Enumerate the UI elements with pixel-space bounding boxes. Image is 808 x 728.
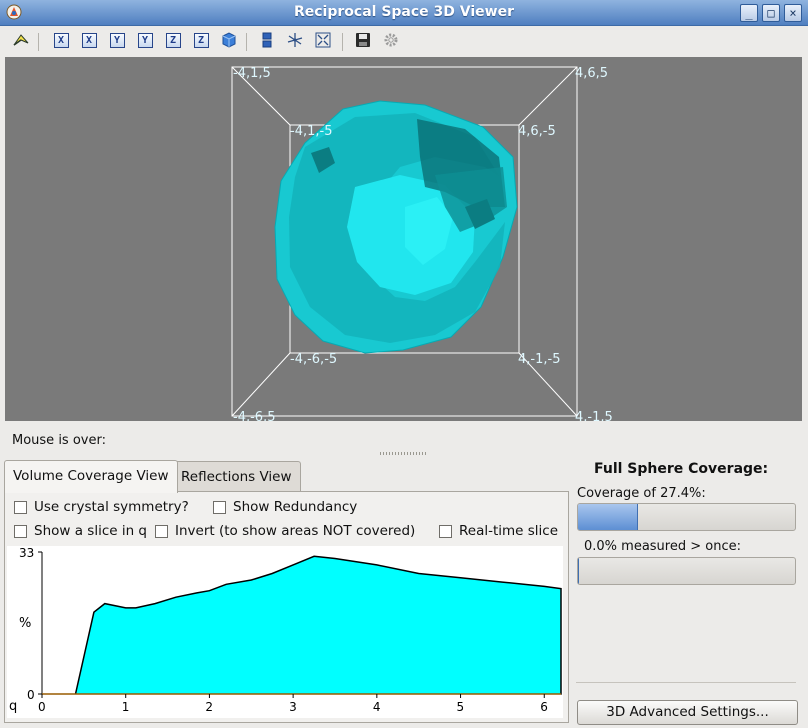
full-sphere-coverage-title: Full Sphere Coverage: bbox=[594, 461, 769, 477]
toolbar-separator bbox=[38, 33, 39, 51]
view-along-y-label: Y bbox=[109, 32, 125, 48]
zoom-fit-icon[interactable] bbox=[314, 31, 332, 49]
checkbox-box[interactable] bbox=[213, 500, 226, 514]
view-along-neg-x-icon[interactable]: X bbox=[80, 31, 98, 49]
show-redundancy-label: Show Redundancy bbox=[233, 499, 358, 515]
tab-reflections[interactable]: Reflections View bbox=[172, 461, 301, 492]
checkbox-box[interactable] bbox=[14, 524, 27, 538]
redundancy-progress-bar bbox=[577, 557, 796, 585]
coverage-volume bbox=[274, 100, 518, 354]
maximize-button[interactable]: □ bbox=[762, 4, 780, 22]
coverage-label: Coverage of 27.4%: bbox=[577, 486, 706, 501]
corner-label-back-top-left: -4,1,5 bbox=[233, 66, 271, 81]
redundancy-label: 0.0% measured > once: bbox=[584, 539, 741, 554]
x-tick-label: 2 bbox=[205, 700, 213, 714]
x-tick-label: 5 bbox=[457, 700, 465, 714]
redundancy-progress-fill bbox=[578, 558, 579, 584]
view-along-neg-z-label: Z bbox=[193, 32, 209, 48]
volume-coverage-panel: Use crystal symmetry? Show Redundancy Sh… bbox=[4, 491, 569, 723]
box-edge bbox=[231, 66, 291, 126]
checkbox-box[interactable] bbox=[155, 524, 168, 538]
star-axes-icon[interactable] bbox=[286, 31, 304, 49]
close-button[interactable]: × bbox=[784, 4, 802, 22]
view-along-neg-x-label: X bbox=[81, 32, 97, 48]
minimize-button[interactable]: _ bbox=[740, 4, 758, 22]
view-along-x-icon[interactable]: X bbox=[52, 31, 70, 49]
box-edge bbox=[518, 66, 578, 126]
coverage-progress-fill bbox=[578, 504, 639, 530]
toolbar-separator bbox=[246, 33, 247, 51]
show-slice-label: Show a slice in q bbox=[34, 523, 148, 539]
invert-checkbox[interactable]: Invert (to show areas NOT covered) bbox=[155, 523, 415, 539]
cube-icon[interactable] bbox=[220, 31, 238, 49]
advanced-settings-button[interactable]: 3D Advanced Settings... bbox=[577, 700, 798, 725]
x-axis-label: q bbox=[9, 699, 17, 714]
x-tick-label: 4 bbox=[373, 700, 381, 714]
view-along-z-icon[interactable]: Z bbox=[164, 31, 182, 49]
show-redundancy-checkbox[interactable]: Show Redundancy bbox=[213, 499, 357, 515]
checkbox-box[interactable] bbox=[14, 500, 27, 514]
y-axis-label: % bbox=[19, 616, 31, 631]
use-crystal-symmetry-label: Use crystal symmetry? bbox=[34, 499, 189, 515]
app-icon bbox=[6, 4, 22, 20]
window-title: Reciprocal Space 3D Viewer bbox=[293, 4, 514, 20]
view-along-z-label: Z bbox=[165, 32, 181, 48]
corner-label-front-top-left: -4,1,-5 bbox=[290, 124, 332, 139]
corner-label-front-top-right: 4,6,-5 bbox=[518, 124, 556, 139]
select-arrow-icon[interactable] bbox=[12, 31, 30, 49]
mouse-over-status: Mouse is over: bbox=[12, 433, 106, 448]
box-edge bbox=[518, 352, 578, 417]
view-along-neg-y-icon[interactable]: Y bbox=[136, 31, 154, 49]
toolbar: X X Y Y Z Z bbox=[0, 27, 808, 55]
view-along-y-icon[interactable]: Y bbox=[108, 31, 126, 49]
checkbox-box[interactable] bbox=[439, 524, 452, 538]
coverage-area bbox=[42, 555, 562, 695]
splitter-handle[interactable] bbox=[380, 452, 428, 455]
title-bar: Reciprocal Space 3D Viewer _ □ × bbox=[0, 0, 808, 26]
invert-label: Invert (to show areas NOT covered) bbox=[175, 523, 416, 539]
use-crystal-symmetry-checkbox[interactable]: Use crystal symmetry? bbox=[14, 499, 189, 515]
view-along-neg-y-label: Y bbox=[137, 32, 153, 48]
stack-icon[interactable] bbox=[258, 31, 276, 49]
back-box-frame bbox=[231, 66, 578, 417]
corner-label-back-bottom-left: -4,-6,5 bbox=[233, 410, 275, 421]
y-tick-label: 33 bbox=[19, 546, 34, 560]
realtime-slice-label: Real-time slice bbox=[459, 523, 559, 539]
view-along-neg-z-icon[interactable]: Z bbox=[192, 31, 210, 49]
x-tick-label: 3 bbox=[289, 700, 297, 714]
save-icon[interactable] bbox=[354, 31, 372, 49]
x-tick-label: 1 bbox=[122, 700, 130, 714]
corner-label-front-bottom-right: 4,-1,-5 bbox=[518, 352, 560, 367]
corner-label-front-bottom-left: -4,-6,-5 bbox=[290, 352, 337, 367]
view-along-x-label: X bbox=[53, 32, 69, 48]
divider bbox=[576, 682, 796, 683]
coverage-vs-q-chart: 0 1 2 3 4 5 6 0 33 q % bbox=[7, 546, 563, 718]
y-tick-label: 0 bbox=[27, 688, 35, 702]
3d-scene: -4,1,5 4,6,5 -4,1,-5 4,6,-5 -4,-6,-5 4,-… bbox=[231, 66, 613, 421]
coverage-progress-bar bbox=[577, 503, 796, 531]
toolbar-separator bbox=[342, 33, 343, 51]
reciprocal-space-3d-view[interactable]: -4,1,5 4,6,5 -4,1,-5 4,6,-5 -4,-6,-5 4,-… bbox=[5, 57, 802, 421]
realtime-slice-checkbox[interactable]: Real-time slice bbox=[439, 523, 558, 539]
x-tick-label: 6 bbox=[540, 700, 548, 714]
gear-icon[interactable] bbox=[382, 31, 400, 49]
corner-label-back-top-right: 4,6,5 bbox=[575, 66, 608, 81]
tab-volume-coverage[interactable]: Volume Coverage View bbox=[4, 460, 178, 493]
corner-label-back-bottom-right: 4,-1,5 bbox=[575, 410, 613, 421]
show-slice-checkbox[interactable]: Show a slice in q bbox=[14, 523, 147, 539]
box-edge bbox=[231, 352, 291, 417]
x-tick-label: 0 bbox=[38, 700, 46, 714]
